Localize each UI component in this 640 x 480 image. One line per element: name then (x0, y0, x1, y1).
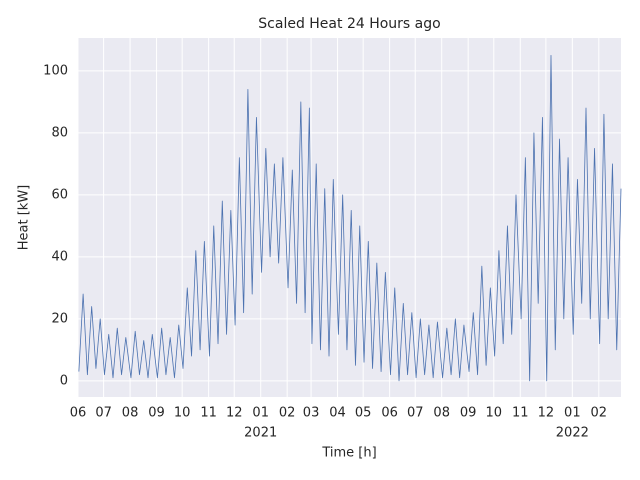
x-tick-label: 12 (226, 406, 243, 421)
y-tick-label: 40 (51, 249, 68, 264)
y-tick-label: 0 (60, 373, 68, 388)
data-line (78, 54, 622, 382)
x-tick-label: 02 (279, 406, 296, 421)
y-tick-label: 100 (43, 63, 68, 78)
x-tick-year-label: 2021 (244, 426, 277, 441)
x-tick-label: 01 (564, 406, 581, 421)
plot-background (78, 38, 621, 397)
x-tick-label: 07 (95, 406, 112, 421)
x-tick-label: 10 (486, 406, 503, 421)
x-tick-label: 09 (148, 406, 165, 421)
y-tick-label: 20 (51, 311, 68, 326)
x-tick-label: 10 (174, 406, 191, 421)
x-tick-label: 08 (433, 406, 450, 421)
x-tick-label: 11 (200, 406, 217, 421)
x-tick-year-label: 2022 (556, 426, 589, 441)
x-tick-label: 04 (329, 406, 346, 421)
x-tick-label: 08 (122, 406, 139, 421)
y-tick-label: 60 (51, 187, 68, 202)
x-tick-label: 11 (512, 406, 529, 421)
x-tick-label: 07 (407, 406, 424, 421)
y-axis-label: Heat [kW] (17, 185, 32, 251)
y-tick-label: 80 (51, 125, 68, 140)
x-tick-label: 06 (70, 406, 87, 421)
x-axis-label: Time [h] (321, 446, 376, 461)
x-tick-label: 01 (252, 406, 269, 421)
x-tick-label: 05 (355, 406, 372, 421)
chart-title: Scaled Heat 24 Hours ago (258, 16, 440, 32)
x-tick-label: 12 (538, 406, 555, 421)
x-tick-label: 03 (303, 406, 320, 421)
x-tick-label: 02 (591, 406, 608, 421)
x-tick-label: 06 (381, 406, 398, 421)
x-tick-label: 09 (460, 406, 477, 421)
